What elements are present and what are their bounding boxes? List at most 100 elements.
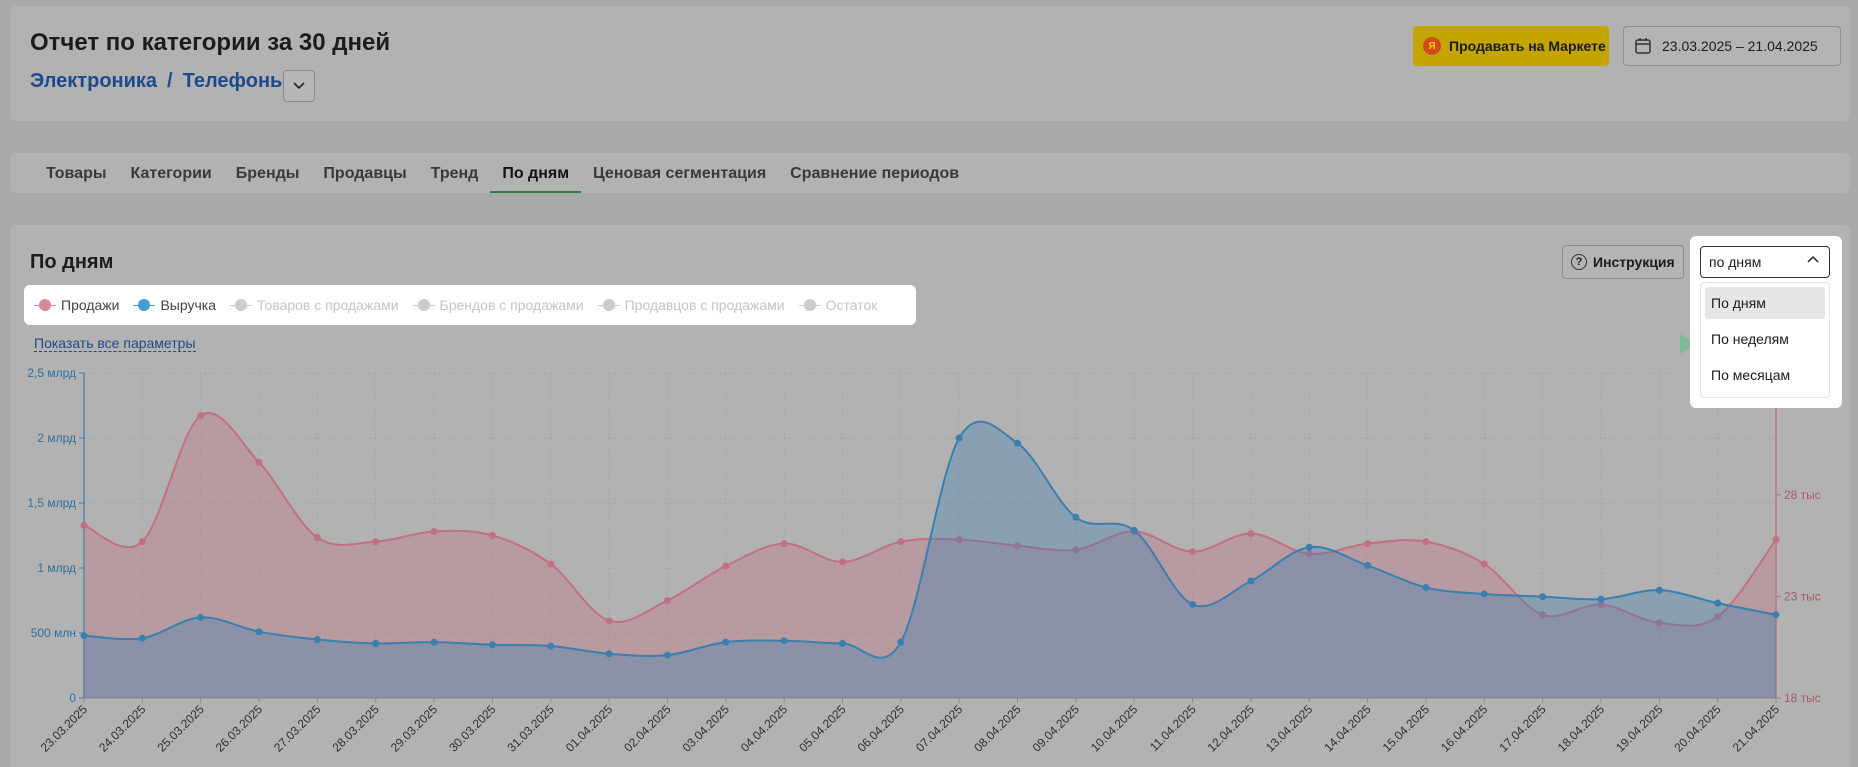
legend-marker-icon xyxy=(597,299,620,311)
tab-products[interactable]: Товары xyxy=(46,165,107,182)
data-point xyxy=(1655,586,1663,594)
tab-period-comparison[interactable]: Сравнение периодов xyxy=(790,165,960,182)
x-tick-label: 20.04.2025 xyxy=(1671,702,1724,755)
tab-brands[interactable]: Бренды xyxy=(235,165,300,182)
data-point xyxy=(313,636,321,643)
y-tick-label-left: 0 xyxy=(69,691,76,705)
tab-price-segmentation[interactable]: Ценовая сегментация xyxy=(593,165,767,182)
x-tick-label: 31.03.2025 xyxy=(505,702,558,755)
x-tick-label: 23.03.2025 xyxy=(38,702,91,755)
legend-item-revenue[interactable]: Выручка xyxy=(133,297,216,313)
data-point xyxy=(80,521,88,529)
option-by-weeks[interactable]: По неделям xyxy=(1711,331,1789,347)
x-tick-label: 13.04.2025 xyxy=(1263,702,1316,755)
data-point xyxy=(430,527,438,535)
data-point xyxy=(138,634,146,642)
x-tick-label: 01.04.2025 xyxy=(563,702,616,755)
tab-by-days[interactable]: По дням xyxy=(490,153,581,193)
x-tick-label: 08.04.2025 xyxy=(971,702,1024,755)
chevron-up-icon xyxy=(1807,254,1819,269)
legend-marker-icon xyxy=(34,299,56,311)
granularity-options: По дням По неделям По месяцам xyxy=(1700,282,1830,398)
data-point xyxy=(1480,590,1488,598)
x-tick-label: 11.04.2025 xyxy=(1147,702,1199,754)
option-by-months[interactable]: По месяцам xyxy=(1711,367,1791,383)
data-point xyxy=(838,558,846,566)
x-tick-label: 27.03.2025 xyxy=(271,702,324,755)
y-tick-label-right: 28 тыс xyxy=(1784,488,1821,502)
tab-categories[interactable]: Категории xyxy=(130,165,212,182)
show-all-params-link[interactable]: Показать все параметры xyxy=(34,335,196,352)
data-point xyxy=(897,638,905,646)
legend-item-products-with-sales[interactable]: Товаров с продажами xyxy=(230,297,399,313)
data-point xyxy=(1772,611,1780,619)
data-point xyxy=(255,458,263,466)
data-point xyxy=(897,538,905,546)
data-point xyxy=(605,617,613,625)
chevron-down-icon xyxy=(293,82,305,90)
breadcrumb-separator: / xyxy=(167,70,173,92)
legend-label: Продажи xyxy=(61,297,120,313)
data-point xyxy=(955,434,963,442)
tabs-bar: Товары Категории Бренды Продавцы Тренд П… xyxy=(10,153,1850,193)
legend-item-sales[interactable]: Продажи xyxy=(34,297,119,313)
data-point xyxy=(1364,540,1372,548)
data-point xyxy=(547,642,555,650)
category-dropdown-button[interactable] xyxy=(283,70,315,102)
data-point xyxy=(605,650,613,658)
data-point xyxy=(1539,611,1547,619)
breadcrumb-item-electronics[interactable]: Электроника xyxy=(30,70,158,92)
x-tick-label: 30.03.2025 xyxy=(446,702,499,755)
data-point xyxy=(780,637,788,645)
data-point xyxy=(1014,542,1022,550)
export-icon xyxy=(1680,334,1696,354)
x-tick-label: 21.04.2025 xyxy=(1730,702,1783,755)
x-tick-label: 25.03.2025 xyxy=(154,702,207,755)
x-tick-label: 12.04.2025 xyxy=(1205,702,1258,755)
sell-on-market-button[interactable]: Я Продавать на Маркете xyxy=(1413,26,1609,66)
x-tick-label: 24.03.2025 xyxy=(96,702,149,755)
tab-sellers[interactable]: Продавцы xyxy=(323,165,407,182)
series-area-revenue xyxy=(84,421,1776,698)
y-tick-label-right: 18 тыс xyxy=(1784,691,1821,705)
legend-marker-icon xyxy=(133,299,156,311)
data-point xyxy=(197,412,205,420)
y-tick-label-right: 23 тыс xyxy=(1784,589,1821,603)
legend-item-brands-with-sales[interactable]: Брендов с продажами xyxy=(412,297,584,313)
data-point xyxy=(1247,529,1255,537)
breadcrumb-item-phones[interactable]: Телефоны xyxy=(182,70,288,92)
data-point xyxy=(488,641,496,649)
chart-legend: Продажи Выручка Товаров с продажами Брен… xyxy=(24,285,916,325)
x-tick-label: 07.04.2025 xyxy=(913,702,966,755)
data-point xyxy=(1714,599,1722,607)
data-point xyxy=(1772,536,1780,544)
legend-label: Выручка xyxy=(160,297,217,313)
data-point xyxy=(1597,601,1605,609)
data-point xyxy=(1072,513,1080,521)
data-point xyxy=(1072,546,1080,554)
data-point xyxy=(955,536,963,544)
option-by-days[interactable]: По дням xyxy=(1705,287,1825,319)
tab-trend[interactable]: Тренд xyxy=(430,165,479,182)
date-range-picker[interactable]: 23.03.2025 – 21.04.2025 xyxy=(1623,26,1841,66)
instruction-button[interactable]: ? Инструкция xyxy=(1562,245,1684,279)
x-tick-label: 05.04.2025 xyxy=(796,702,849,755)
legend-item-sellers-with-sales[interactable]: Продавцов с продажами xyxy=(597,297,785,313)
legend-item-stock[interactable]: Остаток xyxy=(798,297,877,313)
granularity-select[interactable]: по дням xyxy=(1700,246,1830,278)
data-point xyxy=(1189,548,1197,556)
x-tick-label: 10.04.2025 xyxy=(1088,702,1141,755)
legend-marker-icon xyxy=(230,299,253,311)
y-tick-label-left: 500 млн xyxy=(31,626,76,640)
data-point xyxy=(313,534,321,542)
instruction-label: Инструкция xyxy=(1593,254,1675,270)
x-tick-label: 28.03.2025 xyxy=(329,702,382,755)
market-logo-icon: Я xyxy=(1423,37,1441,55)
data-point xyxy=(780,540,788,548)
data-point xyxy=(80,632,88,640)
x-tick-label: 14.04.2025 xyxy=(1321,702,1374,755)
legend-marker-icon xyxy=(412,299,435,311)
data-point xyxy=(1714,613,1722,621)
legend-marker-icon xyxy=(798,299,821,311)
